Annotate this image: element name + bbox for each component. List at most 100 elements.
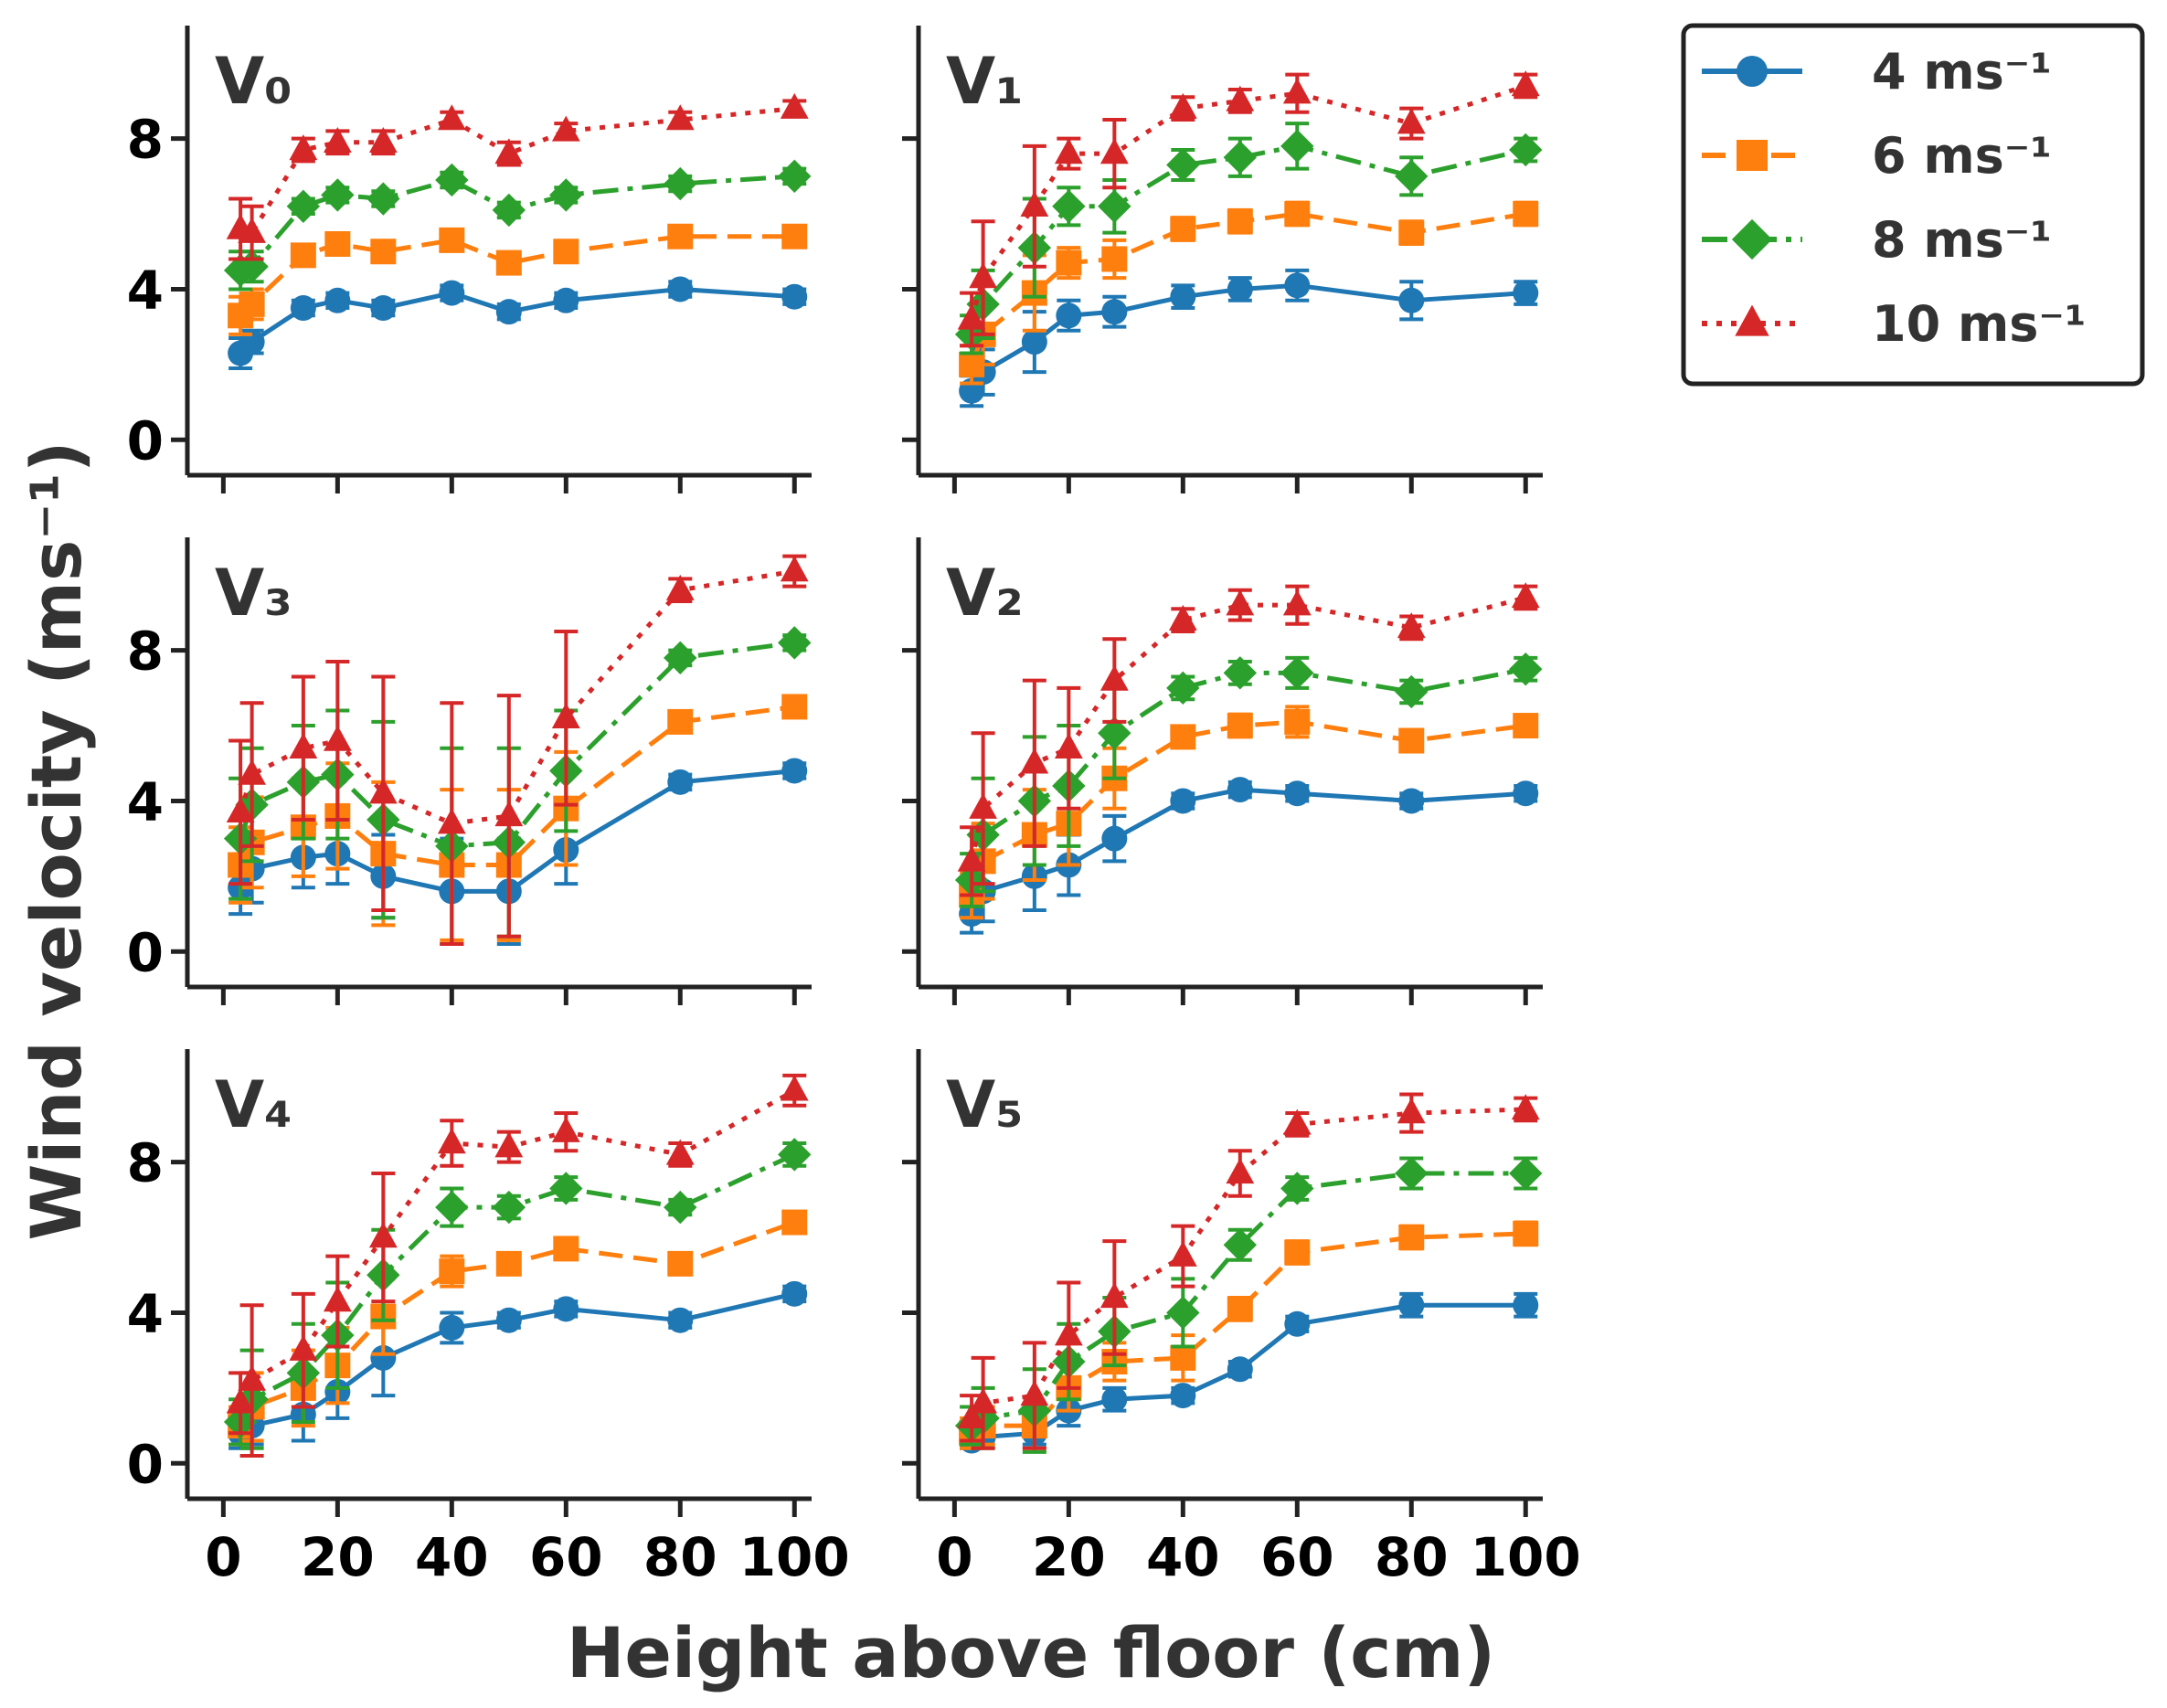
data-point [1101, 825, 1128, 852]
legend-item: 6 ms⁻¹ [1702, 127, 2052, 185]
data-point [667, 769, 694, 795]
series-line [238, 640, 795, 849]
data-point [1509, 1156, 1543, 1191]
data-point [1054, 732, 1083, 759]
data-point [366, 182, 400, 216]
data-point [1282, 589, 1312, 616]
data-point [290, 295, 316, 322]
series-line [970, 1231, 1526, 1436]
x-tick-label: 0 [936, 1526, 972, 1588]
data-point [1170, 216, 1196, 242]
data-point [667, 1250, 694, 1277]
data-point [1227, 777, 1253, 803]
legend-item: 4 ms⁻¹ [1702, 43, 2052, 101]
data-point [1020, 748, 1049, 774]
series-3 [957, 582, 1540, 897]
data-point [1280, 129, 1314, 164]
y-tick-label: 8 [127, 621, 164, 683]
panel-label: V₁ [946, 44, 1024, 119]
data-point [1398, 219, 1425, 246]
data-point [551, 1116, 580, 1142]
data-point [553, 1296, 579, 1322]
data-point [289, 1334, 318, 1361]
series-line [969, 143, 1526, 335]
data-point [323, 725, 352, 751]
data-point [1098, 716, 1131, 750]
data-point [1227, 1296, 1253, 1322]
data-point [286, 189, 321, 223]
panel-label: V₃ [215, 556, 292, 631]
legend-label: 4 ms⁻¹ [1872, 43, 2052, 101]
data-point [1284, 201, 1311, 228]
data-point [957, 1403, 986, 1429]
data-point [439, 227, 465, 253]
y-tick-label: 0 [127, 1433, 164, 1495]
data-point [324, 287, 351, 313]
data-point [495, 1250, 522, 1277]
data-point [1052, 189, 1086, 223]
data-point [667, 223, 694, 249]
data-point [1395, 1156, 1429, 1191]
x-tick-label: 20 [301, 1526, 375, 1588]
data-point [226, 1387, 255, 1414]
data-point [1284, 780, 1311, 807]
data-point [494, 801, 524, 827]
data-point [494, 1131, 524, 1158]
panel-0: 0 4 8 V₀ [127, 26, 812, 493]
series-line [970, 1107, 1526, 1420]
data-point [1168, 1240, 1197, 1267]
legend: 4 ms⁻¹ 6 ms⁻¹ 8 ms⁻¹ 10 ms⁻¹ [1681, 23, 2145, 387]
data-point [778, 626, 812, 660]
data-point [1056, 249, 1082, 276]
data-point [1099, 1282, 1129, 1309]
data-point [492, 1190, 526, 1225]
data-point [370, 295, 397, 322]
data-point [1168, 92, 1197, 119]
data-point [781, 694, 808, 720]
data-point [1099, 664, 1129, 691]
data-point [323, 1286, 352, 1312]
data-point [553, 287, 579, 313]
data-point [778, 159, 812, 194]
data-point [1509, 652, 1543, 686]
data-point [781, 1280, 808, 1307]
data-point [368, 778, 398, 804]
data-point [1056, 302, 1082, 329]
x-tick-label: 60 [529, 1526, 603, 1588]
data-point [289, 732, 318, 759]
legend-marker [1737, 56, 1768, 87]
data-point [969, 792, 998, 819]
x-tick-label: 20 [1032, 1526, 1106, 1588]
data-point [1020, 190, 1049, 217]
legend-frame [1681, 23, 2145, 387]
y-tick-label: 0 [127, 921, 164, 983]
data-point [1282, 1109, 1312, 1135]
legend-label: 8 ms⁻¹ [1872, 211, 2052, 269]
data-point [781, 758, 808, 784]
data-point [1398, 1292, 1425, 1319]
data-point [494, 138, 524, 164]
data-point [1227, 1356, 1253, 1383]
data-point [239, 291, 265, 317]
data-point [1170, 1383, 1196, 1409]
x-tick-label: 80 [1375, 1526, 1449, 1588]
data-point [1513, 713, 1539, 739]
data-point [1280, 656, 1314, 690]
data-point [1513, 1220, 1539, 1247]
y-tick-label: 4 [127, 1282, 164, 1344]
series-line [238, 1220, 796, 1427]
series-3 [957, 1092, 1540, 1450]
series-3 [226, 554, 809, 947]
data-point [1227, 713, 1253, 739]
data-point [1284, 1239, 1311, 1266]
data-point [1101, 1386, 1128, 1413]
legend-label: 6 ms⁻¹ [1872, 127, 2052, 185]
data-point [1170, 788, 1196, 814]
data-point [1513, 1292, 1539, 1319]
x-axis-label: Height above floor (cm) [567, 1612, 1495, 1693]
panel-label: V₂ [946, 556, 1024, 631]
x-tick-label: 100 [1471, 1526, 1581, 1588]
